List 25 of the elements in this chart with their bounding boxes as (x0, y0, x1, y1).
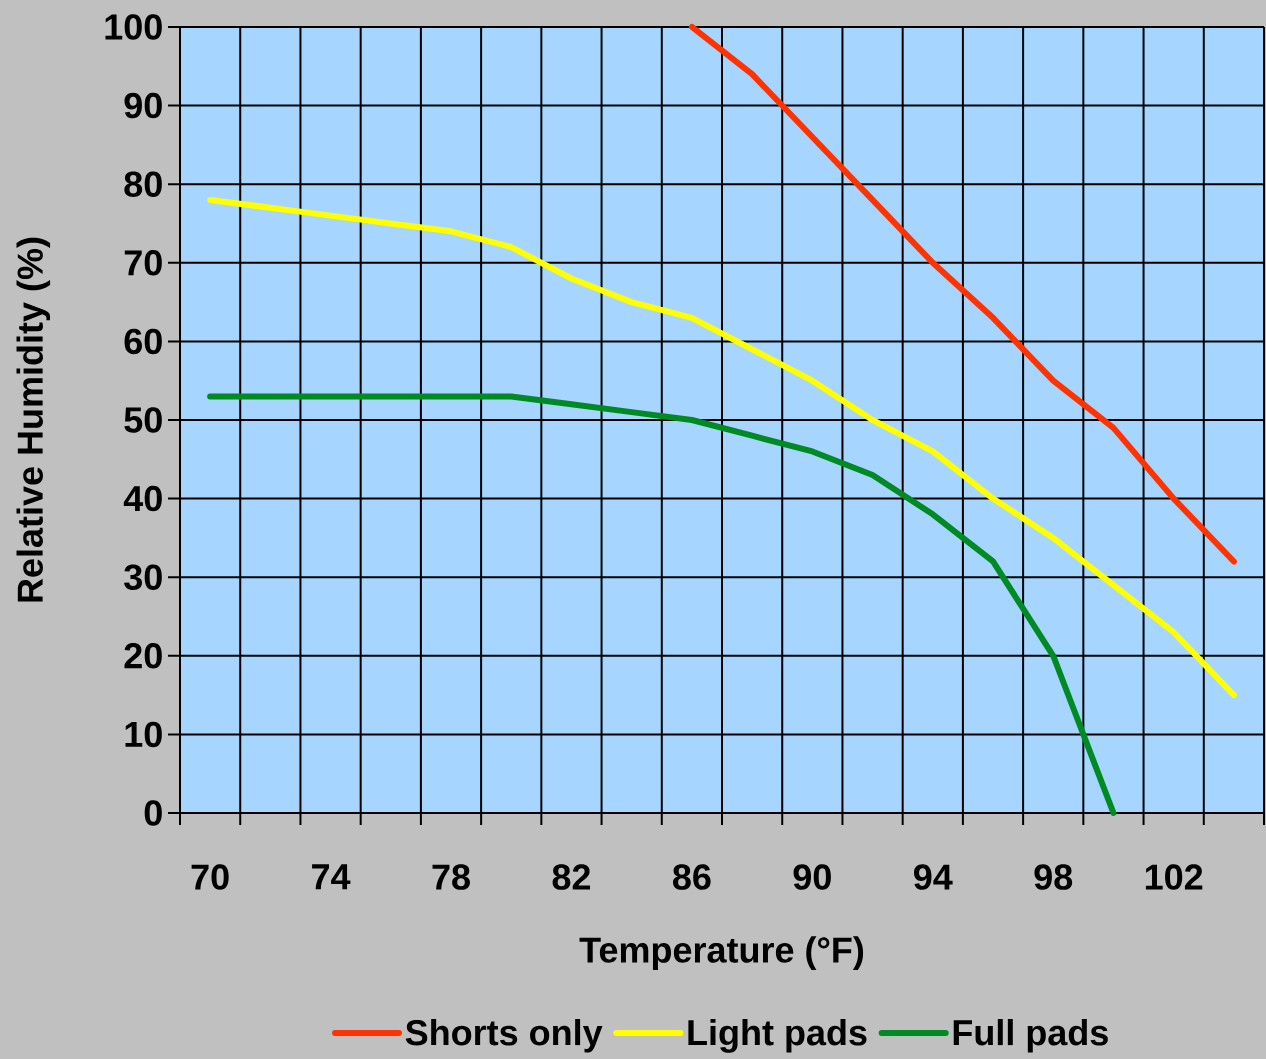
y-tick-label: 20 (124, 643, 162, 669)
x-tick-label: 86 (673, 864, 711, 890)
y-axis-title: Relative Humidity (%) (16, 237, 51, 602)
x-tick-label: 102 (1145, 864, 1203, 890)
y-tick-label: 50 (124, 407, 162, 433)
y-tick-label: 60 (124, 328, 162, 355)
x-tick-label: 78 (432, 864, 470, 890)
x-axis-title: Temperature (°F) (579, 936, 864, 970)
x-tick-label: 90 (793, 864, 831, 890)
x-tick-label: 94 (914, 864, 953, 890)
y-tick-label: 100 (105, 14, 162, 40)
y-tick-label: 40 (123, 485, 162, 512)
x-tick-label: 74 (312, 864, 351, 890)
x-tick-label: 70 (191, 864, 229, 890)
y-tick-label: 0 (144, 800, 162, 826)
x-tick-label: 98 (1034, 864, 1073, 890)
legend-label: Full pads (953, 1019, 1108, 1053)
y-tick-label: 10 (125, 721, 162, 748)
legend-label: Light pads (688, 1019, 867, 1053)
legend-label: Shorts only (405, 1019, 603, 1053)
y-tick-label: 30 (124, 564, 162, 590)
x-tick-label: 82 (552, 864, 591, 890)
y-tick-label: 70 (124, 250, 162, 276)
y-tick-label: 80 (124, 171, 162, 197)
y-tick-label: 90 (124, 92, 162, 119)
